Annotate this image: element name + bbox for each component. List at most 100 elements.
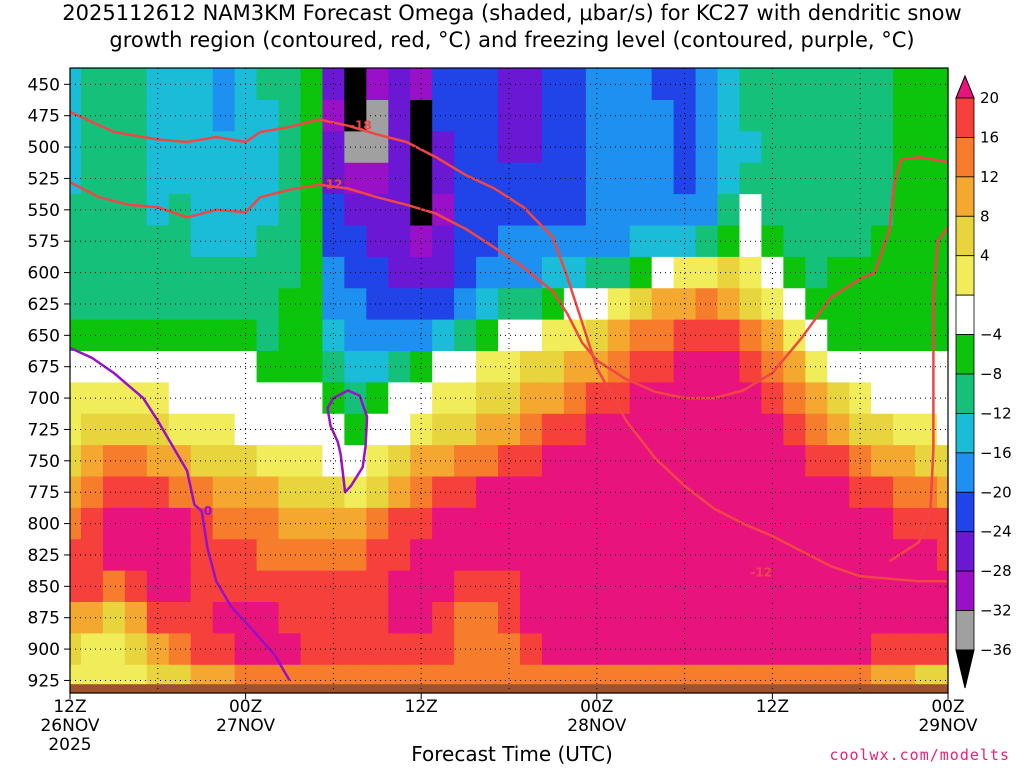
omega-cell	[937, 68, 949, 101]
omega-cell	[827, 539, 850, 572]
omega-cell	[585, 288, 609, 321]
omega-cell	[871, 602, 894, 634]
omega-cell	[256, 413, 280, 446]
omega-cell	[102, 319, 126, 352]
omega-cell	[256, 570, 280, 603]
omega-cell	[651, 570, 675, 603]
omega-cell	[256, 507, 280, 540]
omega-cell	[366, 351, 389, 383]
colorbar-label: −28	[980, 562, 1012, 580]
omega-cell	[673, 351, 697, 383]
omega-cell	[410, 288, 433, 321]
omega-cell	[871, 476, 894, 509]
omega-cell	[322, 194, 345, 227]
omega-cell	[893, 633, 916, 666]
omega-cell	[607, 476, 631, 509]
omega-cell	[498, 445, 521, 478]
omega-cell	[827, 476, 850, 509]
omega-cell	[541, 507, 565, 540]
omega-cell	[607, 445, 631, 478]
omega-cell	[893, 413, 916, 446]
omega-cell	[585, 256, 609, 289]
omega-cell	[212, 507, 236, 540]
omega-cell	[388, 633, 411, 666]
omega-cell	[805, 413, 828, 446]
colorbar-label: −24	[980, 523, 1012, 541]
plot-layer	[70, 68, 949, 694]
y-tick-label: 500	[28, 138, 60, 158]
omega-cell	[585, 68, 609, 101]
omega-cell	[498, 100, 521, 132]
omega-cell	[893, 602, 916, 634]
omega-cell	[80, 68, 104, 101]
y-tick-label: 600	[28, 264, 60, 284]
omega-cell	[607, 507, 631, 540]
omega-cell	[893, 570, 916, 603]
omega-cell	[827, 507, 850, 540]
omega-cell	[432, 351, 455, 383]
omega-cell	[673, 633, 697, 666]
omega-cell	[651, 507, 675, 540]
omega-cell	[300, 225, 324, 258]
omega-cell	[80, 570, 104, 603]
omega-cell	[256, 68, 280, 101]
colorbar-segment	[955, 373, 975, 414]
omega-cell	[498, 602, 521, 634]
omega-cell	[651, 131, 675, 164]
y-tick-label: 850	[28, 577, 60, 597]
omega-cell	[915, 476, 938, 509]
omega-cell	[498, 68, 521, 101]
colorbar-segment	[955, 334, 975, 375]
omega-cell	[124, 100, 148, 132]
omega-cell	[300, 539, 324, 572]
omega-cell	[695, 225, 719, 258]
omega-cell	[805, 633, 828, 666]
omega-cell	[278, 100, 302, 132]
omega-cell	[761, 413, 784, 446]
omega-cell	[498, 319, 521, 352]
omega-cell	[80, 507, 104, 540]
omega-cell	[827, 351, 850, 383]
omega-cell	[300, 319, 324, 352]
omega-cell	[146, 288, 170, 321]
omega-cell	[124, 382, 148, 415]
omega-cell	[585, 225, 609, 258]
omega-cell	[805, 225, 828, 258]
omega-cell	[300, 476, 324, 509]
omega-cell	[278, 288, 302, 321]
omega-cell	[322, 351, 345, 383]
omega-cell	[937, 633, 949, 666]
omega-cell	[673, 413, 697, 446]
omega-cell	[388, 194, 411, 227]
omega-cell	[190, 413, 214, 446]
omega-cell	[322, 602, 345, 634]
omega-cell	[410, 413, 433, 446]
omega-cell	[827, 633, 850, 666]
omega-cell	[541, 570, 565, 603]
omega-cell	[256, 100, 280, 132]
omega-cell	[827, 319, 850, 352]
omega-cell	[300, 382, 324, 415]
omega-cell	[607, 131, 631, 164]
omega-cell	[761, 445, 784, 478]
omega-cell	[300, 256, 324, 289]
omega-cell	[937, 382, 949, 415]
omega-cell	[651, 602, 675, 634]
omega-cell	[80, 351, 104, 383]
omega-cell	[102, 68, 126, 101]
omega-cell	[190, 633, 214, 666]
omega-cell	[827, 225, 850, 258]
omega-cell	[498, 539, 521, 572]
colorbar-segment	[955, 531, 975, 572]
omega-cell	[146, 100, 170, 132]
omega-cell	[124, 539, 148, 572]
omega-cell	[607, 570, 631, 603]
omega-cell	[410, 256, 433, 289]
omega-cell	[388, 413, 411, 446]
omega-cell	[476, 256, 499, 289]
omega-cell	[366, 100, 389, 132]
omega-cell	[102, 131, 126, 164]
omega-cell	[278, 476, 302, 509]
omega-cell	[432, 633, 455, 666]
omega-cell	[190, 445, 214, 478]
